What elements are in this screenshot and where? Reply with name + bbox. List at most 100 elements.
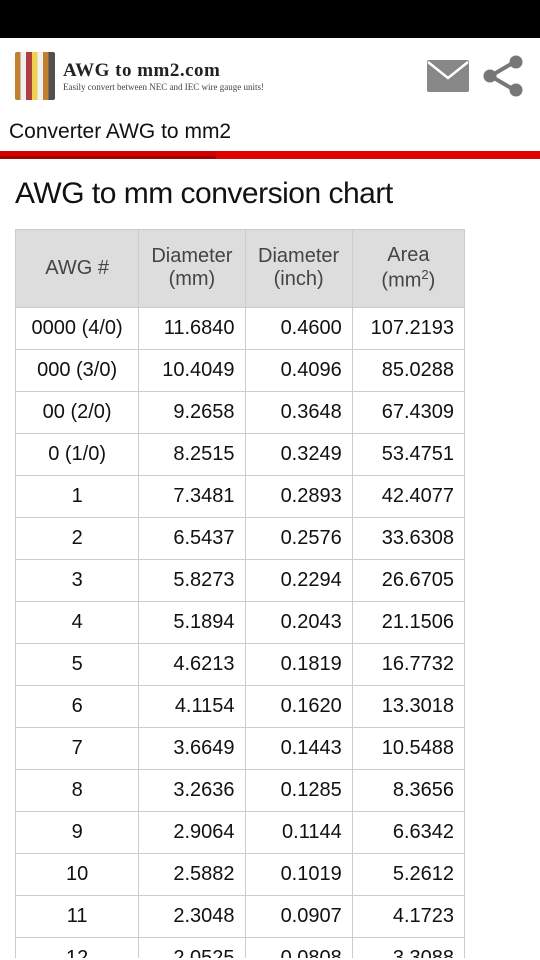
table-cell: 7 bbox=[16, 727, 139, 769]
table-row: 73.66490.144310.5488 bbox=[16, 727, 465, 769]
table-cell: 21.1506 bbox=[352, 601, 464, 643]
table-cell: 8.3656 bbox=[352, 769, 464, 811]
table-cell: 26.6705 bbox=[352, 559, 464, 601]
logo-image bbox=[15, 52, 55, 100]
col-header-awg: AWG # bbox=[16, 230, 139, 308]
table-cell: 0.1144 bbox=[245, 811, 352, 853]
logo-subtitle: Easily convert between NEC and IEC wire … bbox=[63, 82, 264, 92]
conversion-table: AWG # Diameter (mm) Diameter (inch) Area… bbox=[15, 229, 465, 958]
table-row: 122.05250.08083.3088 bbox=[16, 937, 465, 958]
table-cell: 107.2193 bbox=[352, 307, 464, 349]
table-cell: 33.6308 bbox=[352, 517, 464, 559]
col-header-diameter-inch: Diameter (inch) bbox=[245, 230, 352, 308]
table-header-row: AWG # Diameter (mm) Diameter (inch) Area… bbox=[16, 230, 465, 308]
table-cell: 9 bbox=[16, 811, 139, 853]
table-cell: 3.2636 bbox=[139, 769, 245, 811]
table-cell: 2.9064 bbox=[139, 811, 245, 853]
table-cell: 0.2043 bbox=[245, 601, 352, 643]
tab-bar: Converter AWG to mm2 bbox=[0, 113, 540, 159]
col-header-area-mm2: Area (mm2) bbox=[352, 230, 464, 308]
table-cell: 00 (2/0) bbox=[16, 391, 139, 433]
table-cell: 5.1894 bbox=[139, 601, 245, 643]
table-cell: 7.3481 bbox=[139, 475, 245, 517]
table-row: 35.82730.229426.6705 bbox=[16, 559, 465, 601]
table-row: 112.30480.09074.1723 bbox=[16, 895, 465, 937]
table-cell: 6.5437 bbox=[139, 517, 245, 559]
table-cell: 3.6649 bbox=[139, 727, 245, 769]
tab-indicator-active bbox=[0, 151, 216, 159]
table-cell: 53.4751 bbox=[352, 433, 464, 475]
table-cell: 0.2576 bbox=[245, 517, 352, 559]
table-cell: 16.7732 bbox=[352, 643, 464, 685]
table-body: 0000 (4/0)11.68400.4600107.2193000 (3/0)… bbox=[16, 307, 465, 958]
app-logo[interactable]: AWG to mm2.com Easily convert between NE… bbox=[15, 52, 264, 100]
table-cell: 6 bbox=[16, 685, 139, 727]
table-cell: 0.2893 bbox=[245, 475, 352, 517]
table-cell: 85.0288 bbox=[352, 349, 464, 391]
table-cell: 4.1723 bbox=[352, 895, 464, 937]
table-cell: 67.4309 bbox=[352, 391, 464, 433]
table-cell: 3 bbox=[16, 559, 139, 601]
page-title: AWG to mm conversion chart bbox=[15, 177, 525, 211]
table-cell: 42.4077 bbox=[352, 475, 464, 517]
table-cell: 12 bbox=[16, 937, 139, 958]
table-row: 17.34810.289342.4077 bbox=[16, 475, 465, 517]
table-cell: 3.3088 bbox=[352, 937, 464, 958]
table-cell: 11.6840 bbox=[139, 307, 245, 349]
table-cell: 10.4049 bbox=[139, 349, 245, 391]
table-cell: 13.3018 bbox=[352, 685, 464, 727]
table-row: 92.90640.11446.6342 bbox=[16, 811, 465, 853]
mail-button[interactable] bbox=[420, 48, 475, 103]
table-cell: 0.1019 bbox=[245, 853, 352, 895]
table-cell: 0.1620 bbox=[245, 685, 352, 727]
table-row: 64.11540.162013.3018 bbox=[16, 685, 465, 727]
table-cell: 0.1285 bbox=[245, 769, 352, 811]
table-cell: 000 (3/0) bbox=[16, 349, 139, 391]
share-button[interactable] bbox=[475, 48, 530, 103]
table-row: 0 (1/0)8.25150.324953.4751 bbox=[16, 433, 465, 475]
area-label-sup: 2 bbox=[421, 267, 428, 282]
table-cell: 0 (1/0) bbox=[16, 433, 139, 475]
table-cell: 0.3249 bbox=[245, 433, 352, 475]
table-row: 26.54370.257633.6308 bbox=[16, 517, 465, 559]
table-cell: 0.2294 bbox=[245, 559, 352, 601]
table-cell: 0.4600 bbox=[245, 307, 352, 349]
table-cell: 2 bbox=[16, 517, 139, 559]
table-cell: 2.3048 bbox=[139, 895, 245, 937]
table-cell: 0.1443 bbox=[245, 727, 352, 769]
table-cell: 0.0808 bbox=[245, 937, 352, 958]
table-cell: 0.0907 bbox=[245, 895, 352, 937]
table-row: 45.18940.204321.1506 bbox=[16, 601, 465, 643]
table-cell: 0.1819 bbox=[245, 643, 352, 685]
content-area: AWG to mm conversion chart AWG # Diamete… bbox=[0, 159, 540, 958]
area-label-suffix: ) bbox=[429, 270, 436, 292]
table-cell: 0.4096 bbox=[245, 349, 352, 391]
table-cell: 8.2515 bbox=[139, 433, 245, 475]
table-row: 000 (3/0)10.40490.409685.0288 bbox=[16, 349, 465, 391]
table-cell: 0000 (4/0) bbox=[16, 307, 139, 349]
table-row: 83.26360.12858.3656 bbox=[16, 769, 465, 811]
table-cell: 4.1154 bbox=[139, 685, 245, 727]
table-row: 102.58820.10195.2612 bbox=[16, 853, 465, 895]
table-cell: 6.6342 bbox=[352, 811, 464, 853]
share-icon bbox=[480, 53, 526, 99]
status-bar bbox=[0, 0, 540, 38]
table-cell: 10.5488 bbox=[352, 727, 464, 769]
table-cell: 5.2612 bbox=[352, 853, 464, 895]
table-cell: 2.5882 bbox=[139, 853, 245, 895]
table-cell: 2.0525 bbox=[139, 937, 245, 958]
table-row: 54.62130.181916.7732 bbox=[16, 643, 465, 685]
table-cell: 1 bbox=[16, 475, 139, 517]
table-row: 00 (2/0)9.26580.364867.4309 bbox=[16, 391, 465, 433]
tab-converter[interactable]: Converter AWG to mm2 bbox=[0, 113, 540, 151]
table-cell: 11 bbox=[16, 895, 139, 937]
table-cell: 4 bbox=[16, 601, 139, 643]
table-row: 0000 (4/0)11.68400.4600107.2193 bbox=[16, 307, 465, 349]
col-header-diameter-mm: Diameter (mm) bbox=[139, 230, 245, 308]
table-cell: 4.6213 bbox=[139, 643, 245, 685]
logo-title: AWG to mm2.com bbox=[63, 60, 264, 82]
mail-icon bbox=[426, 59, 470, 93]
table-cell: 5.8273 bbox=[139, 559, 245, 601]
table-cell: 8 bbox=[16, 769, 139, 811]
tab-indicator-row bbox=[0, 151, 540, 159]
